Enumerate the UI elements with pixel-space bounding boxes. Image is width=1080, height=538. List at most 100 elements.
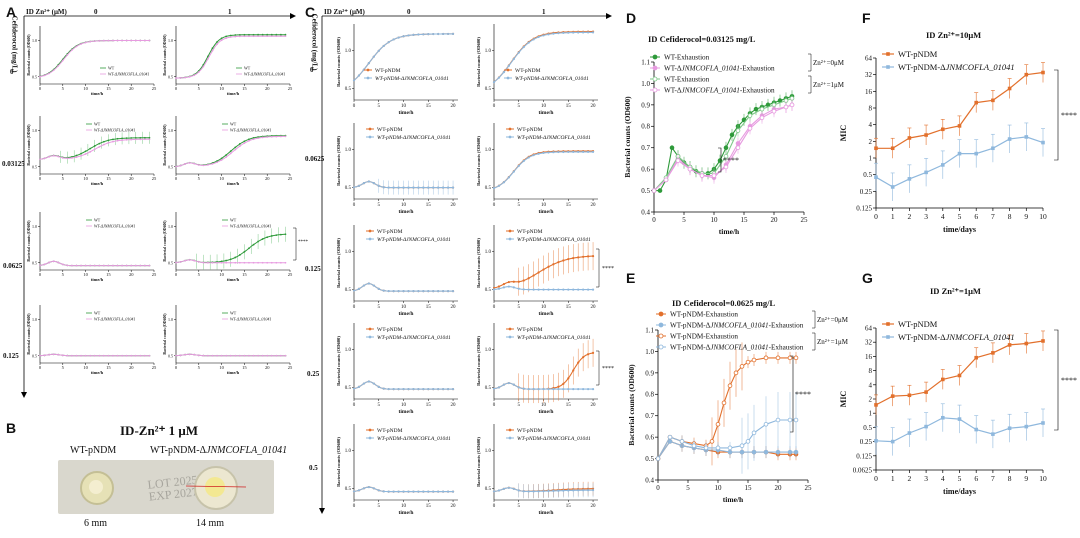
tc-series-point-3 bbox=[751, 430, 757, 436]
a-x-tick-label: 10 bbox=[83, 176, 88, 181]
a-x-tick-label: 0 bbox=[39, 86, 42, 91]
a-series-point-0 bbox=[216, 41, 218, 43]
c-series-point-1 bbox=[387, 41, 390, 44]
mic-series-point-0 bbox=[941, 127, 945, 132]
c-series-point-1 bbox=[357, 489, 361, 492]
a-x-tick-label: 25 bbox=[288, 176, 293, 181]
c-y-axis-label: Bacterial counts (OD600) bbox=[336, 136, 341, 186]
a-y-tick-label: 0.5 bbox=[168, 260, 173, 265]
tc-group-bracket-1 bbox=[812, 332, 816, 351]
c-x-tick-label: 20 bbox=[451, 305, 457, 310]
a-series-point-0 bbox=[93, 145, 96, 147]
a-series-point-0 bbox=[139, 136, 142, 139]
a-legend-label-1: WT-ΔJNMCOFLA_01041 bbox=[94, 317, 135, 322]
a-y-axis-label: Bacterial counts (OD600) bbox=[163, 124, 167, 166]
a-x-tick-label: 5 bbox=[198, 176, 201, 181]
c-series-point-1 bbox=[352, 387, 356, 390]
c-y-tick-label: 0.5 bbox=[485, 288, 492, 293]
c-sig-bracket bbox=[596, 350, 600, 386]
a-series-point-1 bbox=[211, 162, 214, 165]
c-series-point-1 bbox=[507, 176, 510, 179]
c-series-point-1 bbox=[362, 487, 366, 490]
tc-series-point-2 bbox=[759, 106, 765, 112]
a-series-point-1 bbox=[89, 264, 92, 267]
c-series-point-1 bbox=[377, 287, 380, 291]
c-y-axis-label: Bacterial counts (OD600) bbox=[476, 136, 481, 186]
a-series-point-1 bbox=[197, 261, 200, 263]
a-series-point-1 bbox=[216, 261, 218, 264]
a-series-point-1 bbox=[80, 154, 82, 157]
panel-g-title: ID Zn²⁺=1μM bbox=[930, 286, 981, 296]
c-legend-label-0: WT-pNDM bbox=[377, 428, 403, 434]
mic-y-axis-label: MIC bbox=[839, 391, 848, 408]
c-series-point-1 bbox=[502, 71, 506, 74]
panel-b-label: B bbox=[6, 420, 17, 436]
c-series-point-1 bbox=[537, 490, 540, 493]
c-x-tick-label: 0 bbox=[493, 104, 496, 109]
a-legend-label-0: WT bbox=[94, 122, 101, 127]
mic-series-point-1 bbox=[924, 424, 928, 429]
c-series-point-1 bbox=[382, 490, 385, 493]
c-series-point-1 bbox=[367, 62, 370, 65]
a-series-point-1 bbox=[48, 261, 51, 264]
a-series-point-1 bbox=[48, 353, 51, 356]
a-series-point-1 bbox=[121, 354, 123, 357]
a-series-point-1 bbox=[139, 39, 142, 42]
mic-legend-marker-0 bbox=[886, 322, 890, 326]
c-series-point-1 bbox=[577, 288, 580, 291]
c-legend-label-0: WT-pNDM bbox=[517, 327, 543, 333]
mic-x-tick-label: 1 bbox=[891, 212, 895, 221]
tc-series-point-3 bbox=[715, 445, 721, 451]
tc-x-axis-label: time/h bbox=[719, 227, 740, 236]
a-series-point-1 bbox=[39, 354, 41, 357]
tc-legend-marker-1 bbox=[658, 322, 664, 328]
a-legend-label-0: WT bbox=[94, 218, 101, 223]
a-series-point-0 bbox=[234, 34, 237, 36]
tc-legend-label-1: WT-pNDM-ΔJNMCOFLA_01041-Exhaustion bbox=[670, 322, 804, 330]
a-series-point-1 bbox=[121, 39, 123, 42]
tc-legend-marker-1 bbox=[652, 65, 658, 71]
a-series-point-1 bbox=[57, 64, 60, 67]
a-y-tick-label: 1.0 bbox=[32, 224, 37, 229]
a-series-point-1 bbox=[193, 353, 196, 356]
a-series-point-0 bbox=[248, 247, 250, 250]
c-x-tick-label: 0 bbox=[493, 305, 496, 310]
c-series-point-1 bbox=[502, 487, 506, 490]
a-series-point-1 bbox=[275, 135, 278, 138]
c-series-point-0 bbox=[577, 256, 580, 259]
c-series-point-1 bbox=[382, 186, 385, 189]
c-series-point-1 bbox=[567, 31, 570, 34]
a-x-tick-label: 5 bbox=[198, 272, 201, 277]
a-series-point-1 bbox=[257, 35, 259, 38]
c-y-axis-label: Bacterial counts (OD600) bbox=[476, 238, 481, 288]
c-series-point-1 bbox=[372, 55, 375, 58]
c-series-point-1 bbox=[557, 288, 560, 291]
a-legend-label-1: WT-ΔJNMCOFLA_01041 bbox=[230, 224, 271, 229]
c-legend-marker-1 bbox=[368, 237, 372, 241]
c-series-point-1 bbox=[451, 290, 455, 293]
a-series-point-1 bbox=[39, 75, 41, 78]
a-series-point-1 bbox=[229, 261, 232, 264]
a-y-tick-label: 0.5 bbox=[168, 353, 173, 358]
mic-series-point-0 bbox=[941, 377, 945, 382]
tc-series-point-3 bbox=[675, 158, 681, 163]
c-series-point-1 bbox=[572, 489, 575, 492]
a-series-point-1 bbox=[80, 43, 82, 45]
a-series-point-1 bbox=[52, 154, 55, 157]
a-x-tick-label: 0 bbox=[39, 176, 42, 181]
c-x-tick-label: 5 bbox=[518, 403, 521, 408]
mic-legend-marker-0 bbox=[886, 52, 890, 56]
mic-series-point-1 bbox=[957, 151, 962, 156]
c-series-point-1 bbox=[512, 286, 515, 289]
mic-series-point-0 bbox=[924, 133, 928, 137]
c-series-point-1 bbox=[427, 290, 430, 293]
tc-legend-marker-0 bbox=[652, 54, 658, 60]
mic-series-point-0 bbox=[890, 394, 895, 398]
tc-series-point-2 bbox=[751, 357, 757, 363]
tc-series-point-1 bbox=[793, 449, 799, 455]
a-legend-label-1: WT-ΔJNMCOFLA_01041 bbox=[94, 224, 135, 229]
tc-group-label-0: Zn²⁺=0μM bbox=[817, 316, 849, 324]
mic-y-tick-label: 0.5 bbox=[863, 424, 872, 432]
mic-x-tick-label: 7 bbox=[991, 212, 995, 221]
c-series-point-1 bbox=[422, 33, 425, 36]
